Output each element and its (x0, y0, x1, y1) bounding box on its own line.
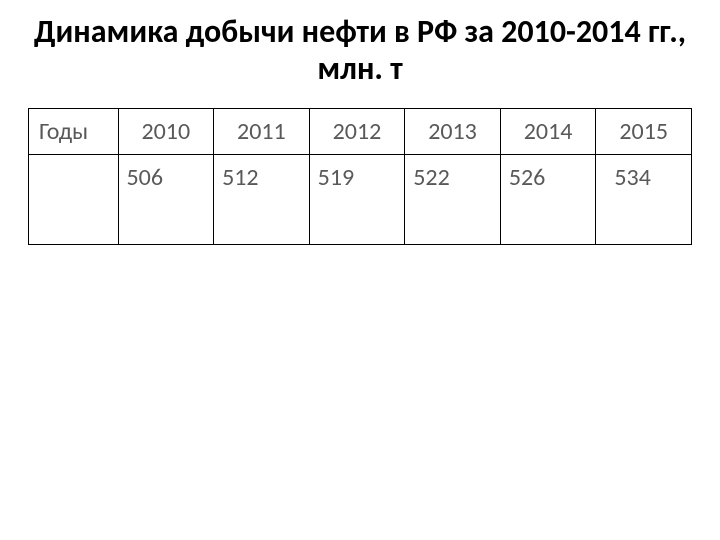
table-container: Годы 2010 2011 2012 2013 2014 2015 506 5… (0, 88, 720, 245)
value-cell-2: 519 (309, 154, 405, 244)
year-cell-2014: 2014 (500, 108, 596, 154)
year-cell-2010: 2010 (118, 108, 214, 154)
year-cell-2011: 2011 (214, 108, 310, 154)
value-cell-1: 512 (214, 154, 310, 244)
table-header-row: Годы 2010 2011 2012 2013 2014 2015 (29, 108, 692, 154)
value-cell-0: 506 (118, 154, 214, 244)
value-cell-4: 526 (500, 154, 596, 244)
value-label-cell (29, 154, 119, 244)
table-value-row: 506 512 519 522 526 534 (29, 154, 692, 244)
year-cell-2012: 2012 (309, 108, 405, 154)
page-title: Динамика добычи нефти в РФ за 2010-2014 … (0, 0, 720, 88)
value-cell-3: 522 (405, 154, 501, 244)
value-cell-5: 534 (596, 154, 692, 244)
oil-production-table: Годы 2010 2011 2012 2013 2014 2015 506 5… (28, 108, 692, 245)
year-cell-2013: 2013 (405, 108, 501, 154)
header-label-cell: Годы (29, 108, 119, 154)
year-cell-2015: 2015 (596, 108, 692, 154)
